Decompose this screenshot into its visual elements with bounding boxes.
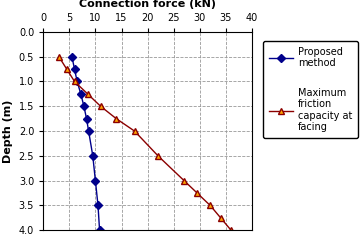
Proposed
method xyxy=(82,105,86,108)
Maximum
friction
capacity at
facing xyxy=(182,179,186,182)
Maximum
friction
capacity at
facing xyxy=(156,154,160,157)
X-axis label: Connection force (kN): Connection force (kN) xyxy=(79,0,216,9)
Maximum
friction
capacity at
facing xyxy=(114,117,118,120)
Proposed
method xyxy=(93,179,98,182)
Maximum
friction
capacity at
facing xyxy=(98,105,103,108)
Line: Proposed
method: Proposed method xyxy=(69,54,102,233)
Proposed
method xyxy=(75,80,79,83)
Proposed
method xyxy=(72,68,77,71)
Proposed
method xyxy=(84,117,89,120)
Maximum
friction
capacity at
facing xyxy=(64,68,69,71)
Line: Maximum
friction
capacity at
facing: Maximum friction capacity at facing xyxy=(55,53,235,234)
Maximum
friction
capacity at
facing xyxy=(208,204,212,207)
Maximum
friction
capacity at
facing xyxy=(132,130,137,133)
Proposed
method xyxy=(96,204,100,207)
Proposed
method xyxy=(91,154,95,157)
Maximum
friction
capacity at
facing xyxy=(229,229,233,232)
Proposed
method xyxy=(70,55,74,58)
Maximum
friction
capacity at
facing xyxy=(85,92,90,95)
Legend: Proposed
method, Maximum
friction
capacity at
facing: Proposed method, Maximum friction capaci… xyxy=(263,41,358,138)
Maximum
friction
capacity at
facing xyxy=(219,216,223,219)
Maximum
friction
capacity at
facing xyxy=(57,55,61,58)
Maximum
friction
capacity at
facing xyxy=(195,192,199,195)
Maximum
friction
capacity at
facing xyxy=(72,80,77,83)
Proposed
method xyxy=(86,130,91,133)
Proposed
method xyxy=(78,92,83,95)
Y-axis label: Depth (m): Depth (m) xyxy=(3,99,13,163)
Proposed
method xyxy=(98,229,102,232)
